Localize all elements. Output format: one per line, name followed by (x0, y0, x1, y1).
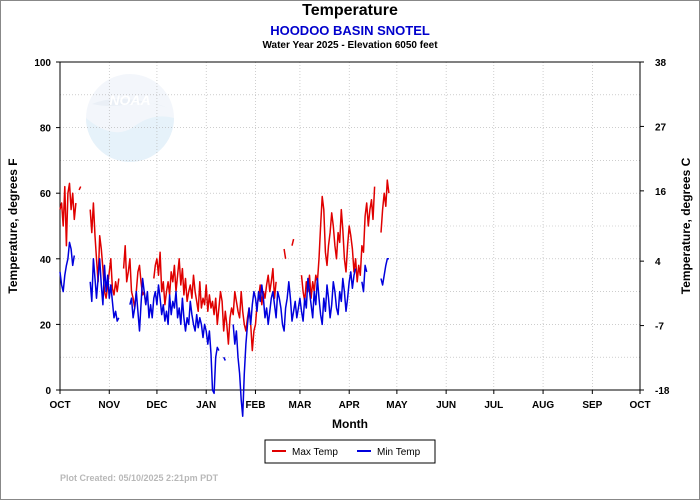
x-tick-label: SEP (582, 400, 602, 411)
x-tick-label: JAN (196, 400, 216, 411)
y-tick-label: 60 (40, 189, 52, 200)
min-temp-line (361, 264, 368, 293)
y-tick-label: 80 (40, 124, 52, 135)
axis-ticks: 0 20 40 60 80 100 -18 -7 4 16 27 38 OCT NOV DEC JAN FEB M… (34, 58, 670, 411)
y-right-tick-label: 4 (655, 257, 661, 268)
max-temp-line (283, 248, 287, 259)
noaa-logo-text: NOAA (109, 92, 150, 108)
y-right-tick-label: -18 (655, 386, 670, 397)
legend: Max Temp Min Temp (264, 439, 436, 464)
max-temp-line (89, 202, 120, 299)
min-temp-line (380, 258, 389, 286)
gridlines (60, 62, 640, 390)
temperature-chart: NOAA 0 20 40 60 80 100 -18 -7 4 16 27 38 OCT NOV DEC JA… (6, 58, 693, 464)
plot-border (59, 61, 641, 391)
x-tick-label: MAR (289, 400, 313, 411)
max-temp-line (122, 244, 147, 309)
max-temp-line (59, 182, 77, 247)
plot-created-footer: Plot Created: 05/10/2025 2:21pm PDT (60, 473, 219, 483)
max-temp-line (78, 186, 82, 191)
x-tick-label: APR (339, 400, 361, 411)
x-tick-label: MAY (386, 400, 408, 411)
max-temp-line (291, 238, 295, 246)
y-right-tick-label: 27 (655, 122, 667, 133)
y-tick-label: 40 (40, 255, 52, 266)
x-tick-label: NOV (98, 400, 120, 411)
max-temp-line (153, 251, 277, 352)
min-temp-line (223, 356, 226, 361)
legend-max-label: Max Temp (292, 447, 338, 458)
y-axis-label-right: Temperature, degrees C (679, 157, 693, 294)
min-temp-line (232, 268, 357, 417)
chart-subtitle: Water Year 2025 - Elevation 6050 feet (262, 40, 438, 51)
y-right-tick-label: 38 (655, 58, 667, 69)
max-temp-line (380, 179, 390, 233)
max-temp-line (300, 186, 376, 303)
x-tick-label: DEC (146, 400, 167, 411)
y-tick-label: 0 (45, 386, 51, 397)
min-temp-line (129, 277, 220, 395)
series-lines (59, 179, 390, 417)
y-axis-label-left: Temperature, degrees F (6, 158, 20, 293)
x-tick-label: JUL (484, 400, 503, 411)
y-tick-label: 100 (34, 58, 51, 69)
noaa-logo-watermark: NOAA (86, 74, 174, 162)
y-right-tick-label: -7 (655, 322, 664, 333)
x-tick-label: OCT (49, 400, 70, 411)
x-axis-label: Month (332, 417, 368, 431)
min-temp-line (89, 258, 120, 322)
x-tick-label: FEB (245, 400, 265, 411)
x-tick-label: OCT (629, 400, 650, 411)
x-tick-label: AUG (532, 400, 554, 411)
y-right-tick-label: 16 (655, 187, 667, 198)
x-tick-label: JUN (436, 400, 456, 411)
chart-title: Temperature (302, 2, 398, 19)
station-name: HOODOO BASIN SNOTEL (270, 23, 430, 38)
legend-min-label: Min Temp (377, 447, 421, 458)
y-tick-label: 20 (40, 320, 52, 331)
min-temp-line (59, 241, 76, 293)
